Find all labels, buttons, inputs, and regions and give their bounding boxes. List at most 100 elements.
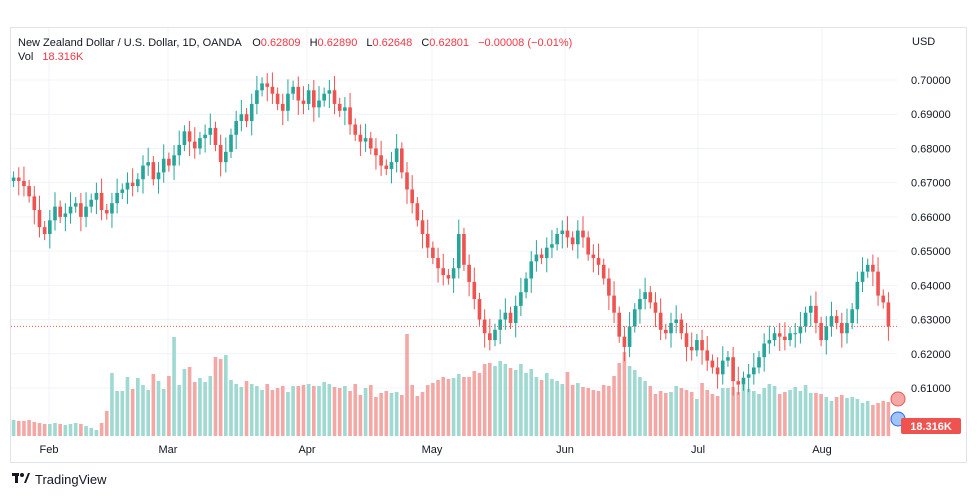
candle-body	[519, 292, 523, 306]
volume-legend: Vol 18.316K	[18, 51, 83, 63]
candle-body	[42, 227, 47, 234]
volume-bar	[731, 387, 735, 436]
volume-bar	[161, 389, 166, 436]
volume-bar	[876, 403, 880, 436]
volume-bar	[151, 374, 156, 436]
candle-body	[819, 322, 823, 341]
candle-body	[607, 278, 611, 296]
volume-bar	[332, 387, 337, 436]
event-flag-icon[interactable]	[890, 391, 906, 407]
candle-body	[586, 237, 590, 255]
candle-body	[591, 254, 596, 258]
candle-body	[508, 312, 513, 323]
volume-label[interactable]: Vol	[18, 51, 34, 63]
symbol-title[interactable]: New Zealand Dollar / U.S. Dollar, 1D, OA…	[18, 37, 242, 49]
volume-bar	[565, 372, 570, 436]
candle-body	[467, 264, 471, 282]
volume-bar	[68, 424, 73, 436]
volume-bar	[824, 397, 829, 436]
candle-body	[845, 322, 849, 334]
candle-body	[555, 234, 559, 245]
volume-bar	[834, 397, 839, 436]
volume-bar	[63, 425, 68, 436]
candle-body	[301, 100, 306, 104]
candle-body	[653, 302, 658, 313]
volume-bar	[674, 386, 678, 436]
volume-bar	[808, 393, 813, 436]
price-axis[interactable]: 0.70000 0.69000 0.68000 0.67000 0.66000 0.650…	[911, 75, 951, 395]
volume-bar	[249, 384, 254, 436]
volume-value: 18.316K	[42, 51, 84, 63]
candle-body	[280, 103, 285, 111]
candle-body	[32, 196, 37, 211]
candle-body	[741, 377, 746, 385]
candle-body	[886, 302, 891, 327]
volume-bar	[793, 387, 798, 436]
volume-bar	[296, 386, 301, 436]
candle-body	[436, 257, 440, 269]
candle-body	[524, 278, 528, 293]
volume-bar	[317, 386, 321, 436]
volume-bar	[410, 385, 414, 436]
volume-bar	[617, 363, 622, 436]
volume-bar	[136, 378, 140, 436]
candle-body	[394, 148, 399, 163]
volume-bar	[741, 385, 746, 436]
candle-body	[94, 192, 99, 200]
time-tick-label: Jun	[556, 444, 574, 456]
candle-body	[312, 90, 316, 108]
candle-body	[731, 357, 735, 382]
tradingview-logo[interactable]: TradingView	[12, 472, 107, 487]
volume-bar	[560, 384, 565, 436]
volume-bar	[286, 392, 290, 436]
candle-body	[648, 292, 653, 303]
volume-bar	[865, 401, 870, 436]
volume-bar	[643, 381, 647, 436]
volume-bar	[762, 388, 766, 436]
candle-body	[550, 244, 554, 248]
time-tick-label: Feb	[40, 444, 59, 456]
candle-body	[814, 305, 818, 323]
volume-bar	[513, 370, 518, 436]
volume-bar	[32, 422, 37, 436]
volume-bar	[679, 388, 684, 436]
volume-bar	[182, 369, 187, 436]
volume-bar	[829, 401, 834, 436]
volume-bar	[53, 423, 57, 436]
candle-body	[275, 93, 280, 104]
candle-body	[389, 162, 394, 169]
volume-bar	[120, 391, 125, 436]
time-tick-label: May	[422, 444, 443, 456]
candle-body	[503, 312, 508, 320]
volume-bar	[301, 385, 306, 436]
candle-body	[322, 93, 326, 101]
price-tick-label: 0.63000	[911, 315, 951, 327]
volume-bar	[358, 395, 363, 436]
time-axis[interactable]: Feb Mar Apr May Jun Jul Aug	[40, 444, 832, 456]
price-tick-label: 0.67000	[911, 178, 951, 190]
volume-bar	[658, 391, 663, 436]
volume-bar	[798, 391, 803, 436]
volume-bar	[860, 403, 865, 436]
volume-bar	[524, 373, 528, 436]
volume-bar	[601, 385, 606, 436]
candle-body	[363, 138, 368, 142]
candle-body	[513, 305, 518, 323]
volume-bar	[177, 385, 182, 436]
candle-body	[379, 155, 383, 166]
volume-bar	[627, 366, 632, 436]
candle-body	[840, 322, 844, 334]
brand-name: TradingView	[35, 472, 107, 487]
volume-bar	[653, 394, 658, 436]
candle-body	[203, 134, 207, 139]
volume-bar	[208, 376, 213, 436]
candle-body	[472, 281, 477, 300]
volume-bar	[84, 426, 88, 436]
candle-body	[291, 86, 295, 94]
candle-body	[705, 350, 710, 361]
volume-bar	[596, 391, 601, 436]
candle-body	[141, 165, 145, 180]
low-label: L	[366, 37, 373, 49]
